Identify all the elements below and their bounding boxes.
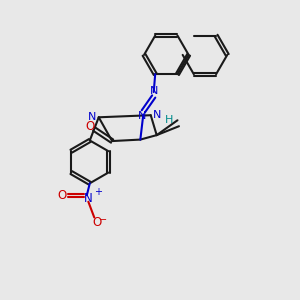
Text: H: H (165, 115, 173, 125)
Text: N: N (138, 111, 146, 121)
Text: N: N (88, 112, 96, 122)
Text: −: − (99, 215, 107, 225)
Text: O: O (85, 120, 94, 133)
Text: O: O (92, 216, 101, 229)
Text: +: + (94, 187, 102, 197)
Text: N: N (84, 192, 93, 205)
Text: N: N (153, 110, 161, 120)
Text: O: O (57, 189, 66, 202)
Text: N: N (149, 85, 158, 95)
